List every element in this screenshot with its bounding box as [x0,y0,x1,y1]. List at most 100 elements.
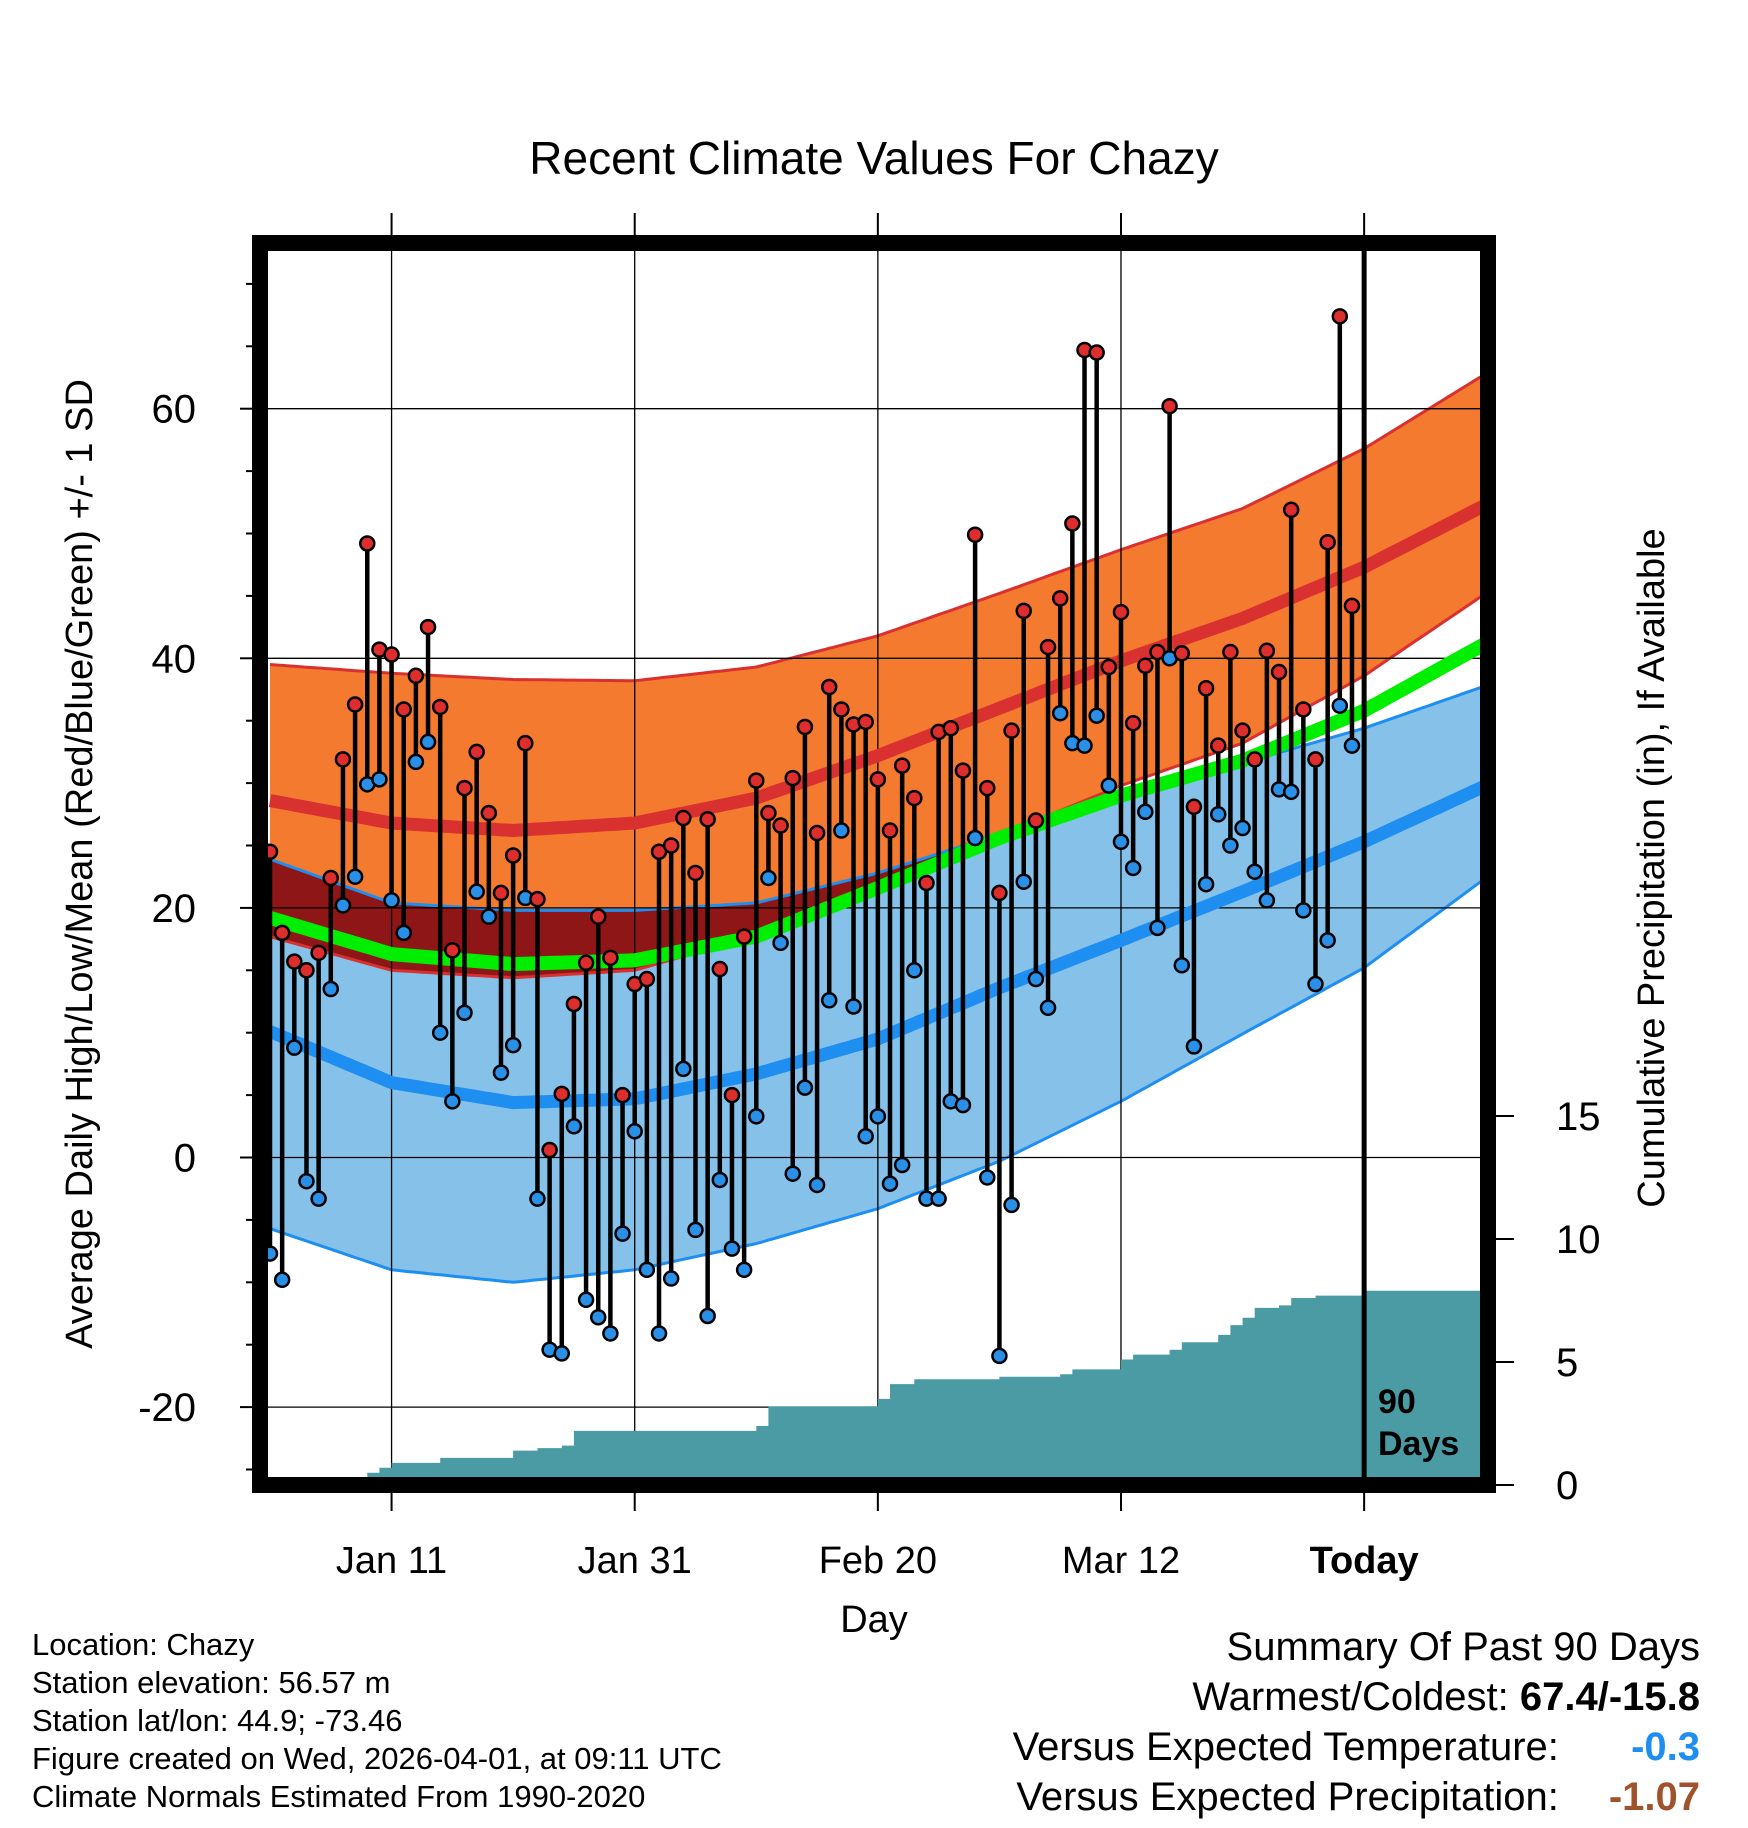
y-tick-label: -20 [138,1386,196,1430]
observed-high-point [942,719,960,737]
observed-low-point [407,753,425,771]
observed-low-point [662,1270,680,1287]
observed-high-point [918,874,935,892]
observed-high-point [833,701,850,718]
observed-high-point [954,762,972,779]
vs-precip-row: Versus Expected Precipitation: -1.07 [1013,1772,1700,1822]
summary-title: Summary Of Past 90 Days [1226,1625,1700,1669]
y-tick-label: 60 [152,388,197,432]
elevation-text: Station elevation: 56.57 m [32,1665,391,1700]
observed-low-point [760,869,777,887]
observed-high-point [1124,714,1142,732]
observed-low-point [492,1064,510,1081]
normal-high-line [268,499,1488,838]
y2-tick-label: 5 [1556,1341,1578,1385]
observed-high-point [1246,751,1263,768]
normals-text: Climate Normals Estimated From 1990-2020 [32,1779,646,1814]
observed-low-point [869,1108,887,1125]
observed-high-point [383,646,400,663]
observed-high-point [419,618,437,636]
observed-high-point [1307,751,1324,768]
y2-axis-label: Cumulative Precipitation (in), If Availa… [1631,528,1673,1207]
observed-low-point [966,829,984,847]
observed-low-point [784,1165,802,1182]
vs-temp-label: Versus Expected Temperature: [1012,1725,1559,1769]
observed-high-point [1185,798,1203,816]
observed-high-point [1088,344,1105,361]
observed-low-point [273,1271,291,1289]
observed-low-point [334,897,352,914]
observed-high-point [602,949,619,967]
observed-high-point [541,1141,558,1159]
observed-high-point [468,743,485,761]
observed-high-point [517,734,534,752]
observed-high-point [1258,642,1276,660]
observed-low-point [1003,1196,1020,1214]
vs-temp-value: -0.3 [1631,1725,1700,1769]
observed-low-point [1307,975,1324,993]
observed-low-point [602,1325,619,1342]
observed-low-point [1100,777,1118,794]
observed-high-point [1343,597,1361,615]
observed-high-point [286,953,303,970]
y-tick-label: 0 [174,1137,196,1181]
vs-temp-row: Versus Expected Temperature: -0.3 [1013,1722,1700,1772]
plot-frame [252,235,1496,1493]
observed-high-point [1270,663,1288,681]
created-text: Figure created on Wed, 2026-04-01, at 09… [32,1741,722,1776]
observed-low-point [1149,919,1166,937]
observed-high-point [1051,590,1069,607]
observed-low-point [298,1172,315,1190]
observed-high-point [857,713,874,731]
plot-area: 90 Days [260,243,1488,1485]
axes: -20 0 20 40 60 0 5 10 15 Jan 11 Jan 31 Feb 20 Mar 12… [138,213,1601,1582]
observed-high-point [784,769,802,787]
observed-low-point [687,1221,704,1239]
observed-low-point [468,883,485,900]
observed-high-point [589,908,607,925]
x-tick-label: Jan 11 [336,1540,447,1582]
observed-high-point [820,678,838,696]
observed-high-point [723,1086,741,1104]
observed-low-point [1209,806,1227,823]
y-tick-label: 20 [152,887,197,931]
observed-low-point [735,1261,753,1279]
observed-low-point [857,1128,874,1145]
observed-high-point [1319,533,1336,551]
observed-low-point [1088,707,1105,724]
observed-high-point [869,771,887,788]
observed-high-point [1003,722,1020,739]
observed-high-point [1039,638,1057,656]
observed-low-point [699,1307,716,1325]
observed-low-point [444,1093,461,1110]
observed-high-point [273,924,291,942]
observed-low-point [1234,819,1251,837]
observed-high-point [1295,701,1312,718]
x-tick-label: Feb 20 [819,1540,937,1582]
observed-high-point [504,847,522,864]
observed-low-point [286,1039,303,1056]
observed-low-point [310,1190,327,1207]
observed-high-point [638,970,656,988]
observed-low-point [1137,803,1154,821]
y2-tick-label: 10 [1556,1218,1601,1262]
observed-low-point [893,1156,911,1174]
observed-high-point [565,995,583,1013]
observed-low-point [589,1308,607,1326]
observed-high-point [662,837,680,854]
observed-low-point [504,1036,522,1054]
observed-high-point [614,1086,631,1104]
observed-high-point [553,1085,571,1103]
observed-low-point [480,908,498,925]
observed-high-point [699,811,716,828]
observed-low-point [1295,902,1312,919]
warm-cold-label: Warmest/Coldest: [1192,1675,1509,1719]
observed-low-point [626,1123,643,1140]
y-axis-label: Average Daily High/Low/Mean (Red/Blue/Gr… [59,379,101,1349]
observed-low-point [1076,737,1093,754]
observed-low-point [1112,833,1130,851]
station-info: Location: Chazy Station elevation: 56.57… [32,1626,722,1816]
y2-tick-label: 15 [1556,1095,1601,1139]
observed-high-point [359,535,376,552]
